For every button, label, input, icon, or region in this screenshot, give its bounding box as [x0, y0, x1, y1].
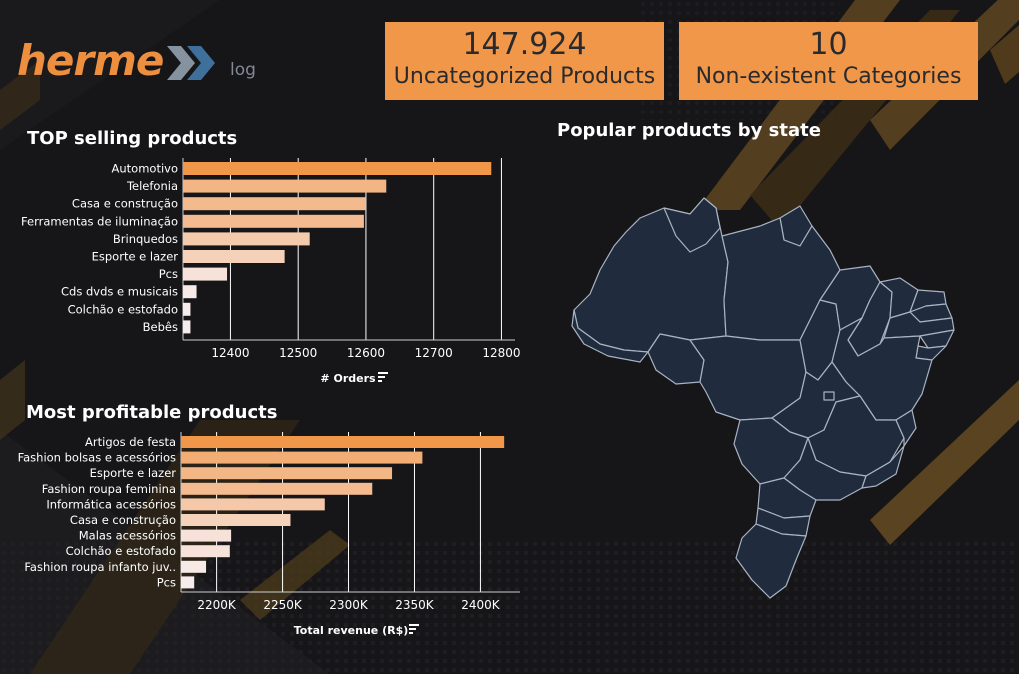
bar[interactable]: [183, 285, 197, 299]
sort-icon[interactable]: [378, 372, 388, 382]
category-label: Bebês: [143, 320, 178, 334]
category-label: Colchão e estofado: [66, 544, 176, 558]
map-state-ac[interactable]: [571, 309, 649, 363]
bar[interactable]: [183, 250, 285, 263]
map-state-rs[interactable]: [735, 523, 807, 599]
x-tick-label: 2300K: [329, 598, 369, 612]
bar[interactable]: [181, 482, 373, 495]
bar[interactable]: [183, 214, 364, 228]
x-tick-label: 2350K: [395, 598, 435, 612]
bar[interactable]: [183, 179, 387, 193]
bar[interactable]: [181, 529, 232, 542]
profitable-title: Most profitable products: [26, 402, 278, 423]
bar[interactable]: [183, 197, 366, 211]
kpi-label: Non-existent Categories: [695, 64, 962, 89]
bar[interactable]: [181, 576, 195, 589]
bar[interactable]: [183, 320, 191, 334]
kpi-label: Uncategorized Products: [393, 64, 656, 89]
bar[interactable]: [181, 514, 291, 526]
category-label: Artigos de festa: [85, 435, 176, 449]
top-selling-title: TOP selling products: [27, 128, 238, 149]
x-axis-title: Total revenue (R$): [294, 624, 409, 637]
category-label: Telefonia: [126, 179, 178, 193]
bar[interactable]: [183, 302, 191, 316]
x-tick-label: 12800: [482, 346, 520, 360]
category-label: Pcs: [159, 267, 178, 281]
map-state-es[interactable]: [895, 409, 917, 447]
category-label: Automotivo: [112, 162, 178, 176]
kpi-value: 147.924: [462, 27, 587, 62]
x-tick-label: 12600: [347, 346, 385, 360]
sort-icon[interactable]: [409, 624, 419, 634]
logo-subtitle: log: [230, 60, 256, 80]
x-tick-label: 2200K: [197, 598, 237, 612]
category-label: Malas acessórios: [79, 529, 176, 543]
x-tick-label: 12500: [279, 346, 317, 360]
category-label: Informática acessórios: [46, 497, 176, 511]
x-tick-label: 2400K: [461, 598, 501, 612]
bar[interactable]: [181, 498, 325, 511]
kpi-uncategorized-products: 147.924 Uncategorized Products: [385, 22, 664, 100]
category-label: Fashion roupa feminina: [42, 482, 176, 496]
category-label: Casa e construção: [70, 513, 176, 527]
category-label: Brinquedos: [113, 232, 178, 246]
bar[interactable]: [183, 162, 492, 175]
x-tick-label: 12700: [415, 346, 453, 360]
hermex-logo: herme log: [17, 36, 257, 86]
category-label: Fashion roupa infanto juv..: [24, 560, 176, 574]
x-axis-title: # Orders: [320, 372, 376, 385]
category-label: Ferramentas de iluminação: [21, 214, 178, 228]
category-label: Pcs: [157, 575, 176, 589]
map-state-rr[interactable]: [663, 197, 721, 253]
category-label: Fashion bolsas e acessórios: [18, 451, 176, 465]
bar[interactable]: [181, 451, 423, 464]
logo-x-icon: [167, 46, 215, 80]
bar[interactable]: [181, 545, 230, 558]
bar[interactable]: [181, 467, 393, 480]
map-state-rj[interactable]: [861, 445, 905, 489]
category-label: Esporte e lazer: [92, 250, 179, 264]
bar[interactable]: [181, 560, 207, 573]
map-state-df[interactable]: [823, 391, 835, 401]
category-label: Esporte e lazer: [90, 466, 177, 480]
map-title: Popular products by state: [557, 120, 821, 141]
category-label: Casa e construção: [72, 197, 178, 211]
x-tick-label: 2250K: [263, 598, 303, 612]
x-tick-label: 12400: [211, 346, 249, 360]
kpi-value: 10: [809, 27, 848, 62]
kpi-nonexistent-categories: 10 Non-existent Categories: [679, 22, 978, 100]
logo-wordmark: herme: [17, 36, 164, 85]
map-state-se[interactable]: [915, 345, 947, 361]
category-label: Colchão e estofado: [68, 302, 178, 316]
bar[interactable]: [183, 267, 228, 281]
category-label: Cds dvds e musicais: [61, 285, 178, 299]
bar[interactable]: [181, 436, 505, 448]
bar[interactable]: [183, 232, 310, 246]
